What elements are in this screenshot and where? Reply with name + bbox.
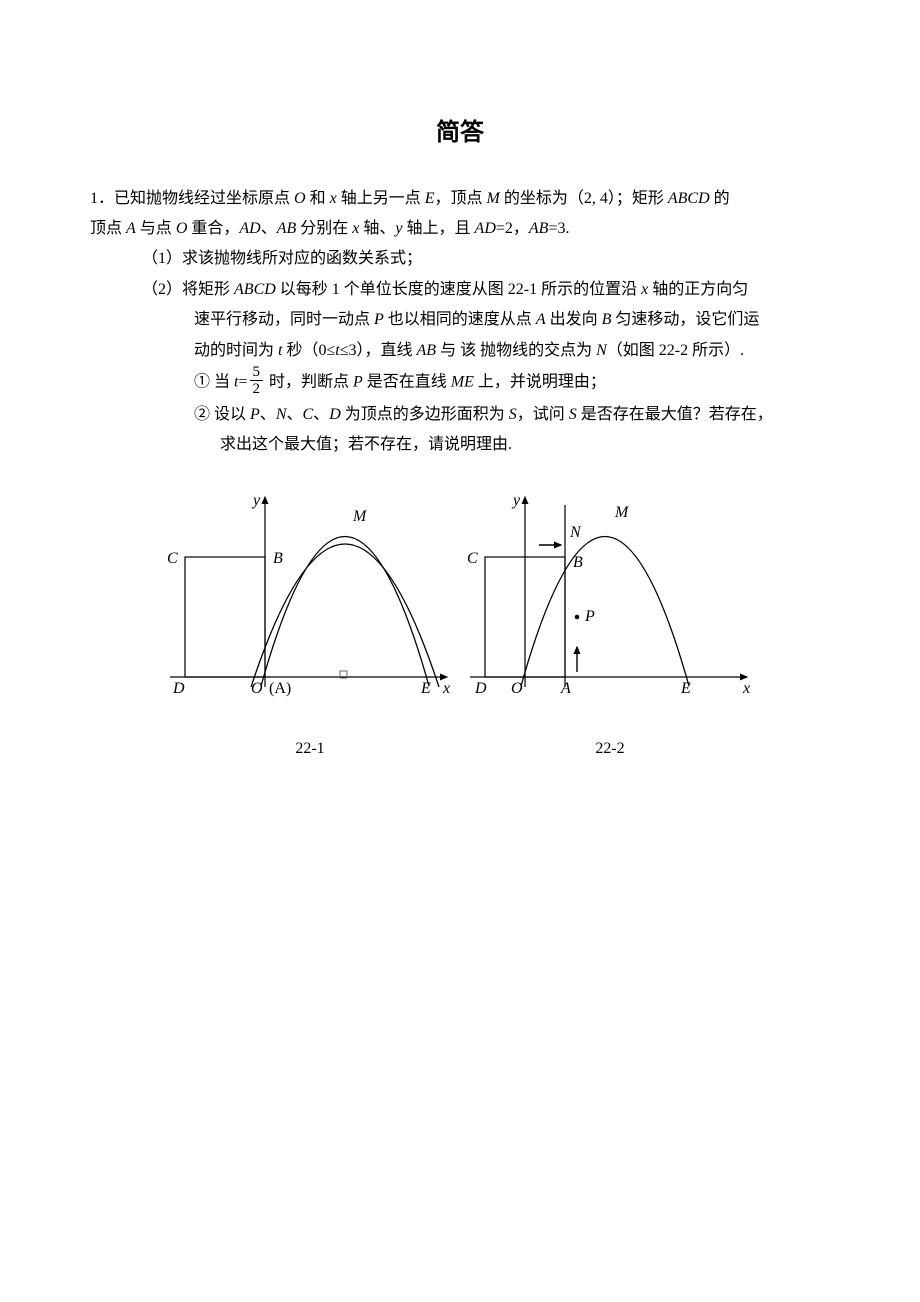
label-E-2: E [680, 680, 691, 697]
figure-1-label: 22-1 [165, 734, 455, 764]
problem-intro-1: 1．已知抛物线经过坐标原点 O 和 x 轴上另一点 E，顶点 M 的坐标为（2,… [90, 184, 830, 214]
sub-2-line-2: 求出这个最大值；若不存在，请说明理由. [90, 430, 830, 460]
label-A: (A) [269, 680, 291, 697]
figure-22-2: y x O M N C B D A E P 22-2 [465, 487, 755, 765]
label-N: N [569, 524, 582, 541]
part-1: （1）求该抛物线所对应的函数关系式； [90, 244, 830, 274]
part-2-line-3: 动的时间为 t 秒（0≤t≤3），直线 AB 与 该 抛物线的交点为 N（如图 … [90, 336, 830, 366]
sub-1: ① 当 t=52 时，判断点 P 是否在直线 ME 上，并说明理由； [90, 366, 830, 400]
label-y-2: y [511, 492, 521, 509]
figure-2-label: 22-2 [465, 734, 755, 764]
frac-num: 5 [250, 364, 264, 382]
label-C-2: C [467, 550, 478, 567]
label-B: B [273, 550, 283, 567]
label-O-2: O [511, 680, 523, 697]
fraction: 52 [250, 364, 264, 398]
frac-den: 2 [250, 381, 264, 398]
sub-2-line-1: ② 设以 P、N、C、D 为顶点的多边形面积为 S，试问 S 是否存在最大值？若… [90, 400, 830, 430]
part-2-line-1: （2）将矩形 ABCD 以每秒 1 个单位长度的速度从图 22-1 所示的位置沿… [90, 275, 830, 305]
figure-22-1: y x O M C B D (A) E 22-1 [165, 487, 455, 765]
label-A-2: A [560, 680, 571, 697]
label-E: E [420, 680, 431, 697]
label-y: y [251, 492, 261, 509]
page-title: 简答 [90, 110, 830, 156]
label-D: D [172, 680, 185, 697]
intro-text-1: 已知抛物线经过坐标原点 O 和 x 轴上另一点 E，顶点 M 的坐标为（2, 4… [114, 190, 730, 207]
label-x-2: x [742, 680, 750, 697]
part-2-line-2: 速平行移动，同时一动点 P 也以相同的速度从点 A 出发向 B 匀速移动，设它们… [90, 305, 830, 335]
problem-intro-2: 顶点 A 与点 O 重合，AD、AB 分别在 x 轴、y 轴上，且 AD=2，A… [90, 214, 830, 244]
label-D-2: D [474, 680, 487, 697]
label-O: O [251, 680, 263, 697]
figures-row: y x O M C B D (A) E 22-1 [90, 487, 830, 765]
label-M: M [352, 508, 368, 525]
label-x: x [442, 680, 450, 697]
label-M-2: M [614, 504, 630, 521]
label-P: P [584, 608, 595, 625]
problem-number: 1． [90, 190, 114, 207]
label-C: C [167, 550, 178, 567]
label-B-2: B [573, 554, 583, 571]
